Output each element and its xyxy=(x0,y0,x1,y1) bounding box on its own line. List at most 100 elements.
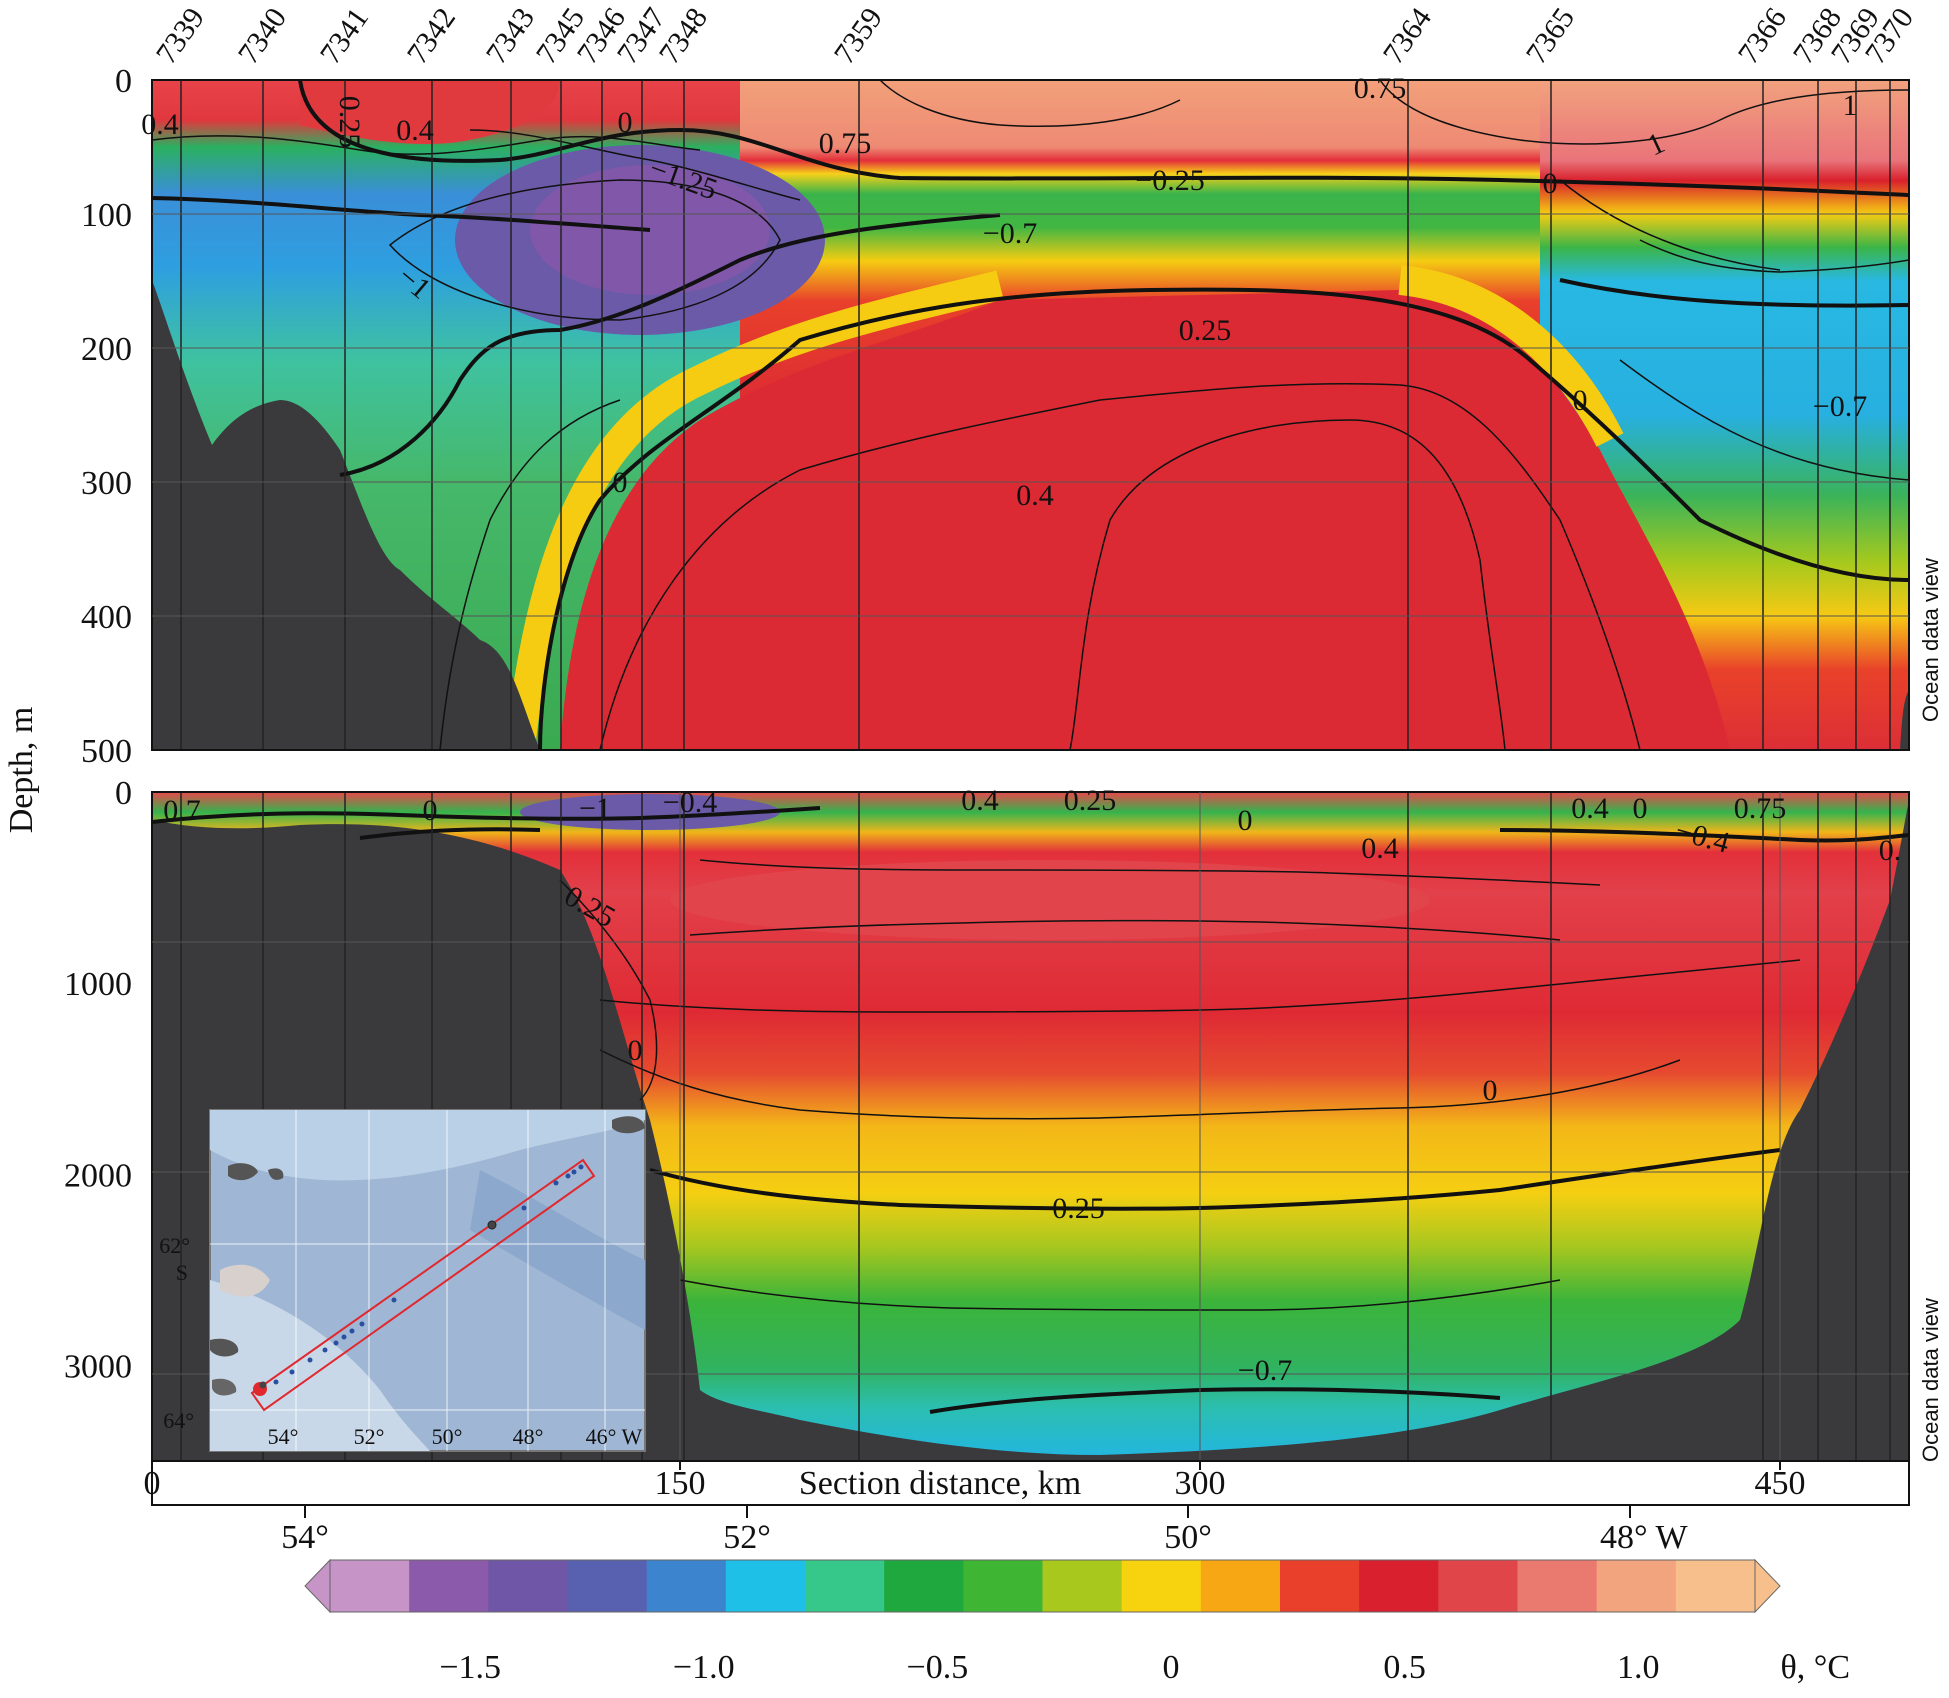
station-label-7340: 7340 xyxy=(232,2,293,70)
colorbar-segment xyxy=(330,1560,411,1612)
lower-contour-label: 0.4 xyxy=(1571,792,1609,825)
longitude-ticks: 54° 52° 50° 48° W xyxy=(281,1505,1688,1556)
upper-contour-label: −0.25 xyxy=(1135,164,1204,197)
upper-panel xyxy=(152,80,1909,750)
lower-surface-cold xyxy=(520,794,780,830)
upper-contour-label: 0.75 xyxy=(819,127,872,160)
colorbar-tick-label: −0.5 xyxy=(907,1649,969,1686)
colorbar-segment xyxy=(1359,1560,1440,1612)
inset-lon-tick: 50° xyxy=(432,1424,463,1449)
colorbar-arrow-left xyxy=(304,1558,331,1614)
lower-contour-label: 0 xyxy=(1238,804,1253,837)
colorbar-tick-label: 0.5 xyxy=(1383,1649,1426,1686)
upper-contour-label: 1 xyxy=(1843,89,1858,122)
colorbar-tick-label: 0 xyxy=(1162,1649,1179,1686)
lower-y-tick-label: 3000 xyxy=(64,1348,132,1385)
upper-contour-label: 0.25 xyxy=(333,96,366,149)
upper-contour-label: 0.4 xyxy=(396,114,434,147)
lower-contour-label: 0.4 xyxy=(1361,832,1399,865)
longitude-tick-label: 50° xyxy=(1164,1519,1212,1556)
upper-contour-0-deep xyxy=(538,287,1909,750)
upper-contour-label: 0.4 xyxy=(141,108,179,141)
lower-contour-label: −0.25 xyxy=(1035,1192,1104,1225)
colorbar-segment xyxy=(884,1560,965,1612)
colorbar-segment xyxy=(1675,1560,1756,1612)
distance-axis-box xyxy=(151,1460,1910,1506)
inset-lat-62: 62° xyxy=(159,1233,190,1258)
station-label-7365: 7365 xyxy=(1520,2,1581,70)
upper-contour-label: 0 xyxy=(613,466,628,499)
upper-contour-label: 0 xyxy=(1543,167,1558,200)
colorbar-segment xyxy=(1121,1560,1202,1612)
colorbar-segment xyxy=(646,1560,727,1612)
lower-contour-label: 0.25 xyxy=(1064,784,1117,817)
lower-watermark: Ocean data view xyxy=(1918,1298,1943,1462)
station-label-7359: 7359 xyxy=(828,2,889,70)
inset-lon-tick: 54° xyxy=(268,1424,299,1449)
upper-contour-m07 xyxy=(152,196,1909,308)
upper-contour-label: 0.75 xyxy=(1354,72,1407,105)
upper-contour-label: 0 xyxy=(1573,384,1588,417)
inset-lon-tick: 52° xyxy=(354,1424,385,1449)
colorbar-segment xyxy=(963,1560,1044,1612)
upper-surface-warm-left xyxy=(300,80,560,145)
upper-station-lines xyxy=(180,80,1891,750)
inset-map: 54° 52° 50° 48° 46° W 62° S 64° xyxy=(159,1109,646,1452)
lower-y-ticks: 0 1000 2000 3000 xyxy=(64,775,132,1385)
lower-contour-label: −0.4 xyxy=(663,786,717,819)
upper-gridlines xyxy=(152,213,1909,617)
colorbar-segment xyxy=(1596,1560,1677,1612)
upper-warm-band xyxy=(505,265,1624,750)
colorbar-segment xyxy=(1280,1560,1361,1612)
station-label-7364: 7364 xyxy=(1377,2,1438,70)
upper-warm-core xyxy=(560,290,1730,750)
distance-tick-label: 0 xyxy=(144,1465,161,1502)
lower-contour-label: 0.7 xyxy=(163,794,201,827)
lower-y-tick-label: 2000 xyxy=(64,1157,132,1194)
lower-contour-label: 0.75 xyxy=(1734,792,1787,825)
longitude-tick-label: 52° xyxy=(723,1519,771,1556)
station-label-7341: 7341 xyxy=(314,2,375,70)
colorbar-segment xyxy=(567,1560,648,1612)
colorbar-tick-label: −1.0 xyxy=(673,1649,735,1686)
station-label-7348: 7348 xyxy=(653,2,714,70)
colorbar-segment xyxy=(409,1560,490,1612)
upper-bathymetry xyxy=(152,280,540,750)
lower-contour-label: 0 xyxy=(1483,1074,1498,1107)
upper-contour-0-surface xyxy=(298,80,1909,197)
colorbar-arrow-right xyxy=(1754,1558,1781,1614)
upper-contour-label: −0.7 xyxy=(1813,390,1867,423)
upper-bathymetry-right xyxy=(1900,690,1909,750)
inset-lat-64: 64° xyxy=(163,1408,194,1433)
upper-watermark: Ocean data view xyxy=(1918,558,1943,722)
colorbar-segment xyxy=(725,1560,806,1612)
lower-y-tick-label: 1000 xyxy=(64,966,132,1003)
upper-y-tick-label: 300 xyxy=(81,465,132,502)
distance-tick-label: 150 xyxy=(655,1465,706,1502)
lower-contour-label: −1 xyxy=(579,792,611,825)
y-axis-title: Depth, m xyxy=(3,707,40,834)
longitude-tick-label: 54° xyxy=(281,1519,329,1556)
lower-contour-label: 0 xyxy=(423,794,438,827)
distance-tick-label: 300 xyxy=(1175,1465,1226,1502)
inset-lon-tick: 46° W xyxy=(586,1424,643,1449)
upper-contour-label: −0.7 xyxy=(983,217,1037,250)
upper-contour-m07-b xyxy=(339,213,1001,477)
colorbar-label: θ, °C xyxy=(1780,1649,1850,1686)
colorbar-segment xyxy=(488,1560,569,1612)
longitude-tick-label: 48° W xyxy=(1600,1519,1688,1556)
colorbar xyxy=(304,1558,1781,1614)
colorbar-segment xyxy=(1517,1560,1598,1612)
colorbar-segment xyxy=(1200,1560,1281,1612)
upper-contour-label: 0 xyxy=(618,106,633,139)
colorbar-segment xyxy=(1438,1560,1519,1612)
lower-contours xyxy=(152,806,1909,1414)
colorbar-ticks: −1.5 −1.0 −0.5 0 0.5 1.0 xyxy=(439,1649,1659,1686)
inset-lon-ticks: 54° 52° 50° 48° 46° W xyxy=(268,1424,643,1449)
lower-y-tick-label: 0 xyxy=(115,775,132,812)
upper-y-tick-label: 400 xyxy=(81,599,132,636)
colorbar-frame xyxy=(329,1559,1756,1613)
lower-contour-label: 0 xyxy=(628,1034,643,1067)
colorbar-segment xyxy=(805,1560,886,1612)
